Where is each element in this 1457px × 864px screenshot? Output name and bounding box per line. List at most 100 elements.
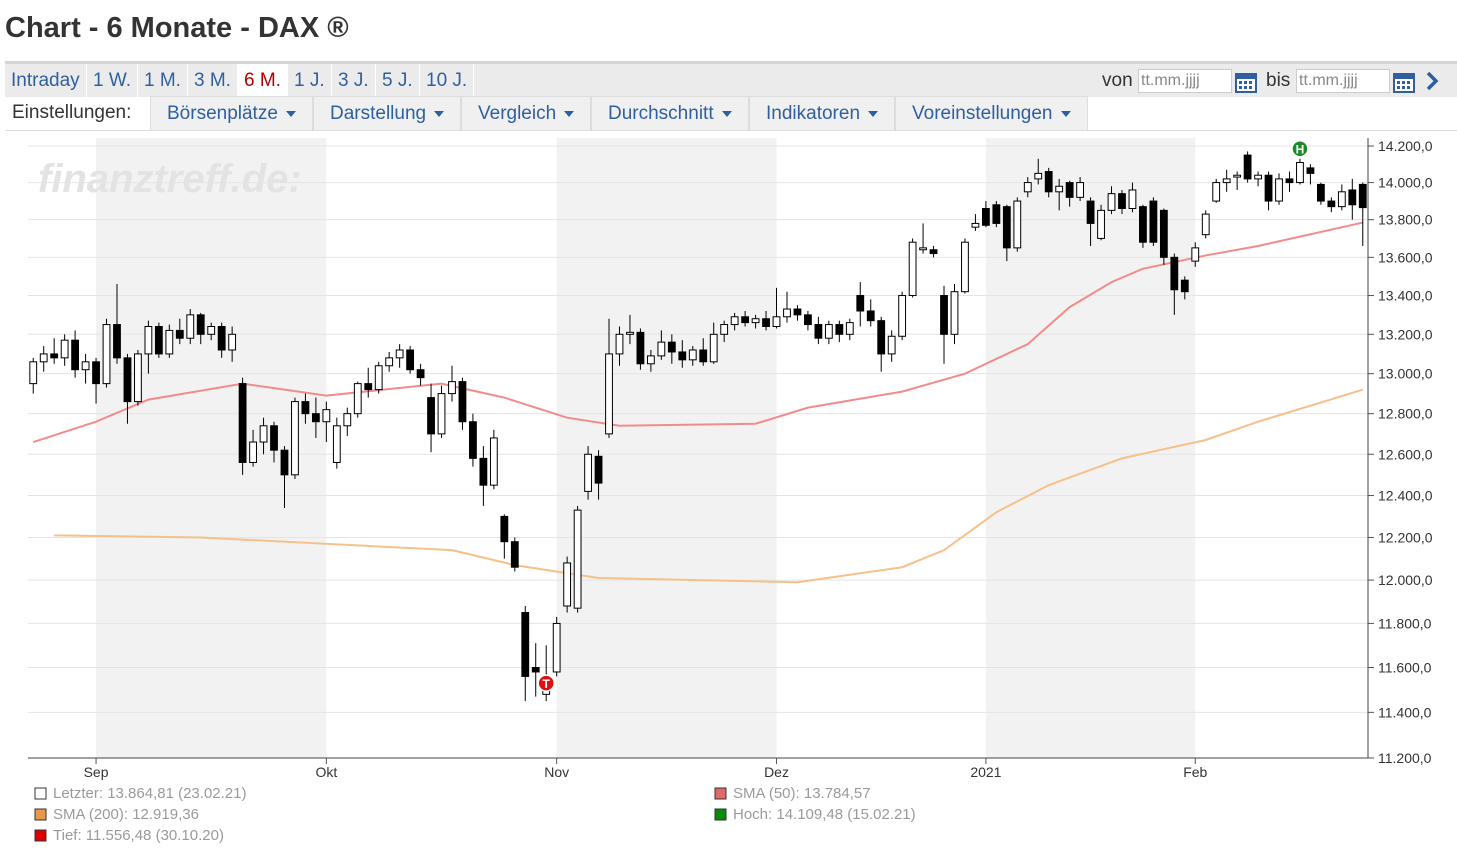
from-label: von: [1102, 70, 1133, 91]
candle-body: [311, 413, 320, 423]
candle-body: [113, 324, 121, 359]
menu-caret: [434, 110, 445, 117]
range-tab[interactable]: 10 J.: [420, 64, 475, 97]
range-tab[interactable]: 6 M.: [238, 64, 288, 97]
candle-body: [1191, 247, 1200, 262]
candle-body: [992, 204, 1001, 224]
candle-body: [845, 322, 854, 335]
candle-body: [81, 361, 90, 371]
y-tick-label: 13.800,0: [1378, 212, 1433, 228]
y-tick-label: 12.200,0: [1378, 529, 1433, 545]
range-tab[interactable]: Intraday: [5, 64, 87, 97]
candle-body: [730, 316, 739, 326]
candle-body: [39, 353, 48, 363]
candle-body: [1002, 206, 1011, 249]
calendar-icon[interactable]: [1393, 71, 1415, 93]
candle-body: [1118, 193, 1126, 209]
settings-menu[interactable]: Darstellung: [313, 96, 462, 131]
candle-body: [981, 207, 990, 226]
candle-body: [165, 329, 174, 355]
moving-average-line: [54, 388, 1364, 584]
range-tab[interactable]: 5 J.: [376, 64, 420, 97]
candle-body: [1013, 200, 1022, 249]
range-tab[interactable]: 3 J.: [332, 64, 376, 97]
candle-body: [1055, 185, 1064, 193]
candle-body: [1264, 174, 1273, 202]
from-input[interactable]: tt.mm.jjjj: [1138, 69, 1232, 93]
settings-menu[interactable]: Indikatoren: [749, 96, 896, 131]
candle-body: [175, 329, 184, 339]
range-tab[interactable]: 1 M.: [138, 64, 188, 97]
candle-body: [92, 361, 100, 385]
candle-body: [720, 324, 729, 335]
to-input[interactable]: tt.mm.jjjj: [1296, 69, 1390, 93]
menu-caret: [868, 110, 879, 117]
candle-body: [228, 333, 237, 351]
candle-body: [814, 324, 823, 339]
range-tab[interactable]: 3 M.: [188, 64, 238, 97]
extreme-marker: [537, 674, 555, 692]
candle-body: [144, 326, 153, 355]
candle-body: [71, 339, 80, 371]
candle-body: [448, 381, 456, 395]
settings-menu[interactable]: Börsenplätze: [150, 96, 313, 131]
candle-body: [1044, 171, 1053, 193]
candle-body: [1337, 191, 1346, 208]
y-tick-label: 11.200,0: [1378, 750, 1432, 766]
candle-body: [1034, 172, 1043, 180]
month-band: [556, 138, 777, 758]
candle-body: [1306, 167, 1315, 174]
watermark: finanztreff.de:: [38, 157, 302, 201]
month-band: [96, 138, 327, 758]
y-tick-label: 12.000,0: [1378, 572, 1433, 588]
settings-menu[interactable]: Vergleich: [461, 96, 592, 131]
range-tab[interactable]: 1 W.: [87, 64, 139, 97]
candle-body: [1296, 161, 1304, 184]
candle-body: [741, 316, 750, 324]
settings-menu[interactable]: Durchschnitt: [591, 96, 749, 131]
candle-body: [699, 349, 708, 363]
candle-body: [1076, 182, 1085, 198]
candle-body: [772, 316, 781, 328]
candle-body: [1212, 182, 1221, 202]
candle-body: [322, 409, 331, 423]
candle-body: [207, 326, 216, 335]
x-tick-label: Dez: [764, 764, 789, 780]
candle-body: [1065, 182, 1074, 198]
menu-caret: [285, 110, 296, 117]
candle-body: [364, 383, 373, 391]
candle-body: [531, 667, 540, 673]
menu-label: Darstellung: [330, 103, 427, 124]
candle-body: [479, 457, 488, 486]
range-tab[interactable]: 1 J.: [288, 64, 332, 97]
candle-body: [353, 383, 362, 415]
legend-swatch: [714, 808, 727, 821]
extreme-marker-label: T: [543, 677, 551, 691]
calendar-icon[interactable]: [1235, 71, 1257, 93]
candle-body: [971, 222, 980, 228]
y-tick-label: 14.200,0: [1378, 138, 1433, 154]
candle-body: [877, 320, 886, 355]
candle-body: [1023, 182, 1032, 193]
candle-body: [1243, 154, 1252, 180]
y-tick-label: 11.800,0: [1378, 615, 1432, 631]
settings-menu[interactable]: Voreinstellungen: [895, 96, 1088, 131]
to-label: bis: [1266, 70, 1291, 91]
tab-bar: Intraday 1 W. 1 M. 3 M. 6 M. 1 J. 3 J. 5 J. 10 J…: [5, 61, 1457, 97]
candle-body: [929, 249, 938, 255]
candle-body: [29, 361, 38, 385]
candle-body: [636, 331, 645, 365]
menu-label: Voreinstellungen: [912, 103, 1053, 124]
candle-body: [908, 241, 917, 297]
candle-body: [646, 355, 655, 365]
legend-swatch: [34, 787, 47, 800]
candle-body: [196, 314, 205, 335]
legend-text: Letzter: 13.864,81 (23.02.21): [53, 785, 246, 802]
candle-body: [1316, 183, 1325, 202]
candle-body: [1107, 193, 1116, 211]
candle-body: [552, 622, 561, 673]
extreme-marker: [1291, 139, 1309, 158]
settings-bar: Einstellungen: Börsenplätze Darstellung Ve…: [5, 96, 1457, 131]
menu-caret: [564, 110, 575, 117]
go-button[interactable]: [1423, 70, 1441, 92]
